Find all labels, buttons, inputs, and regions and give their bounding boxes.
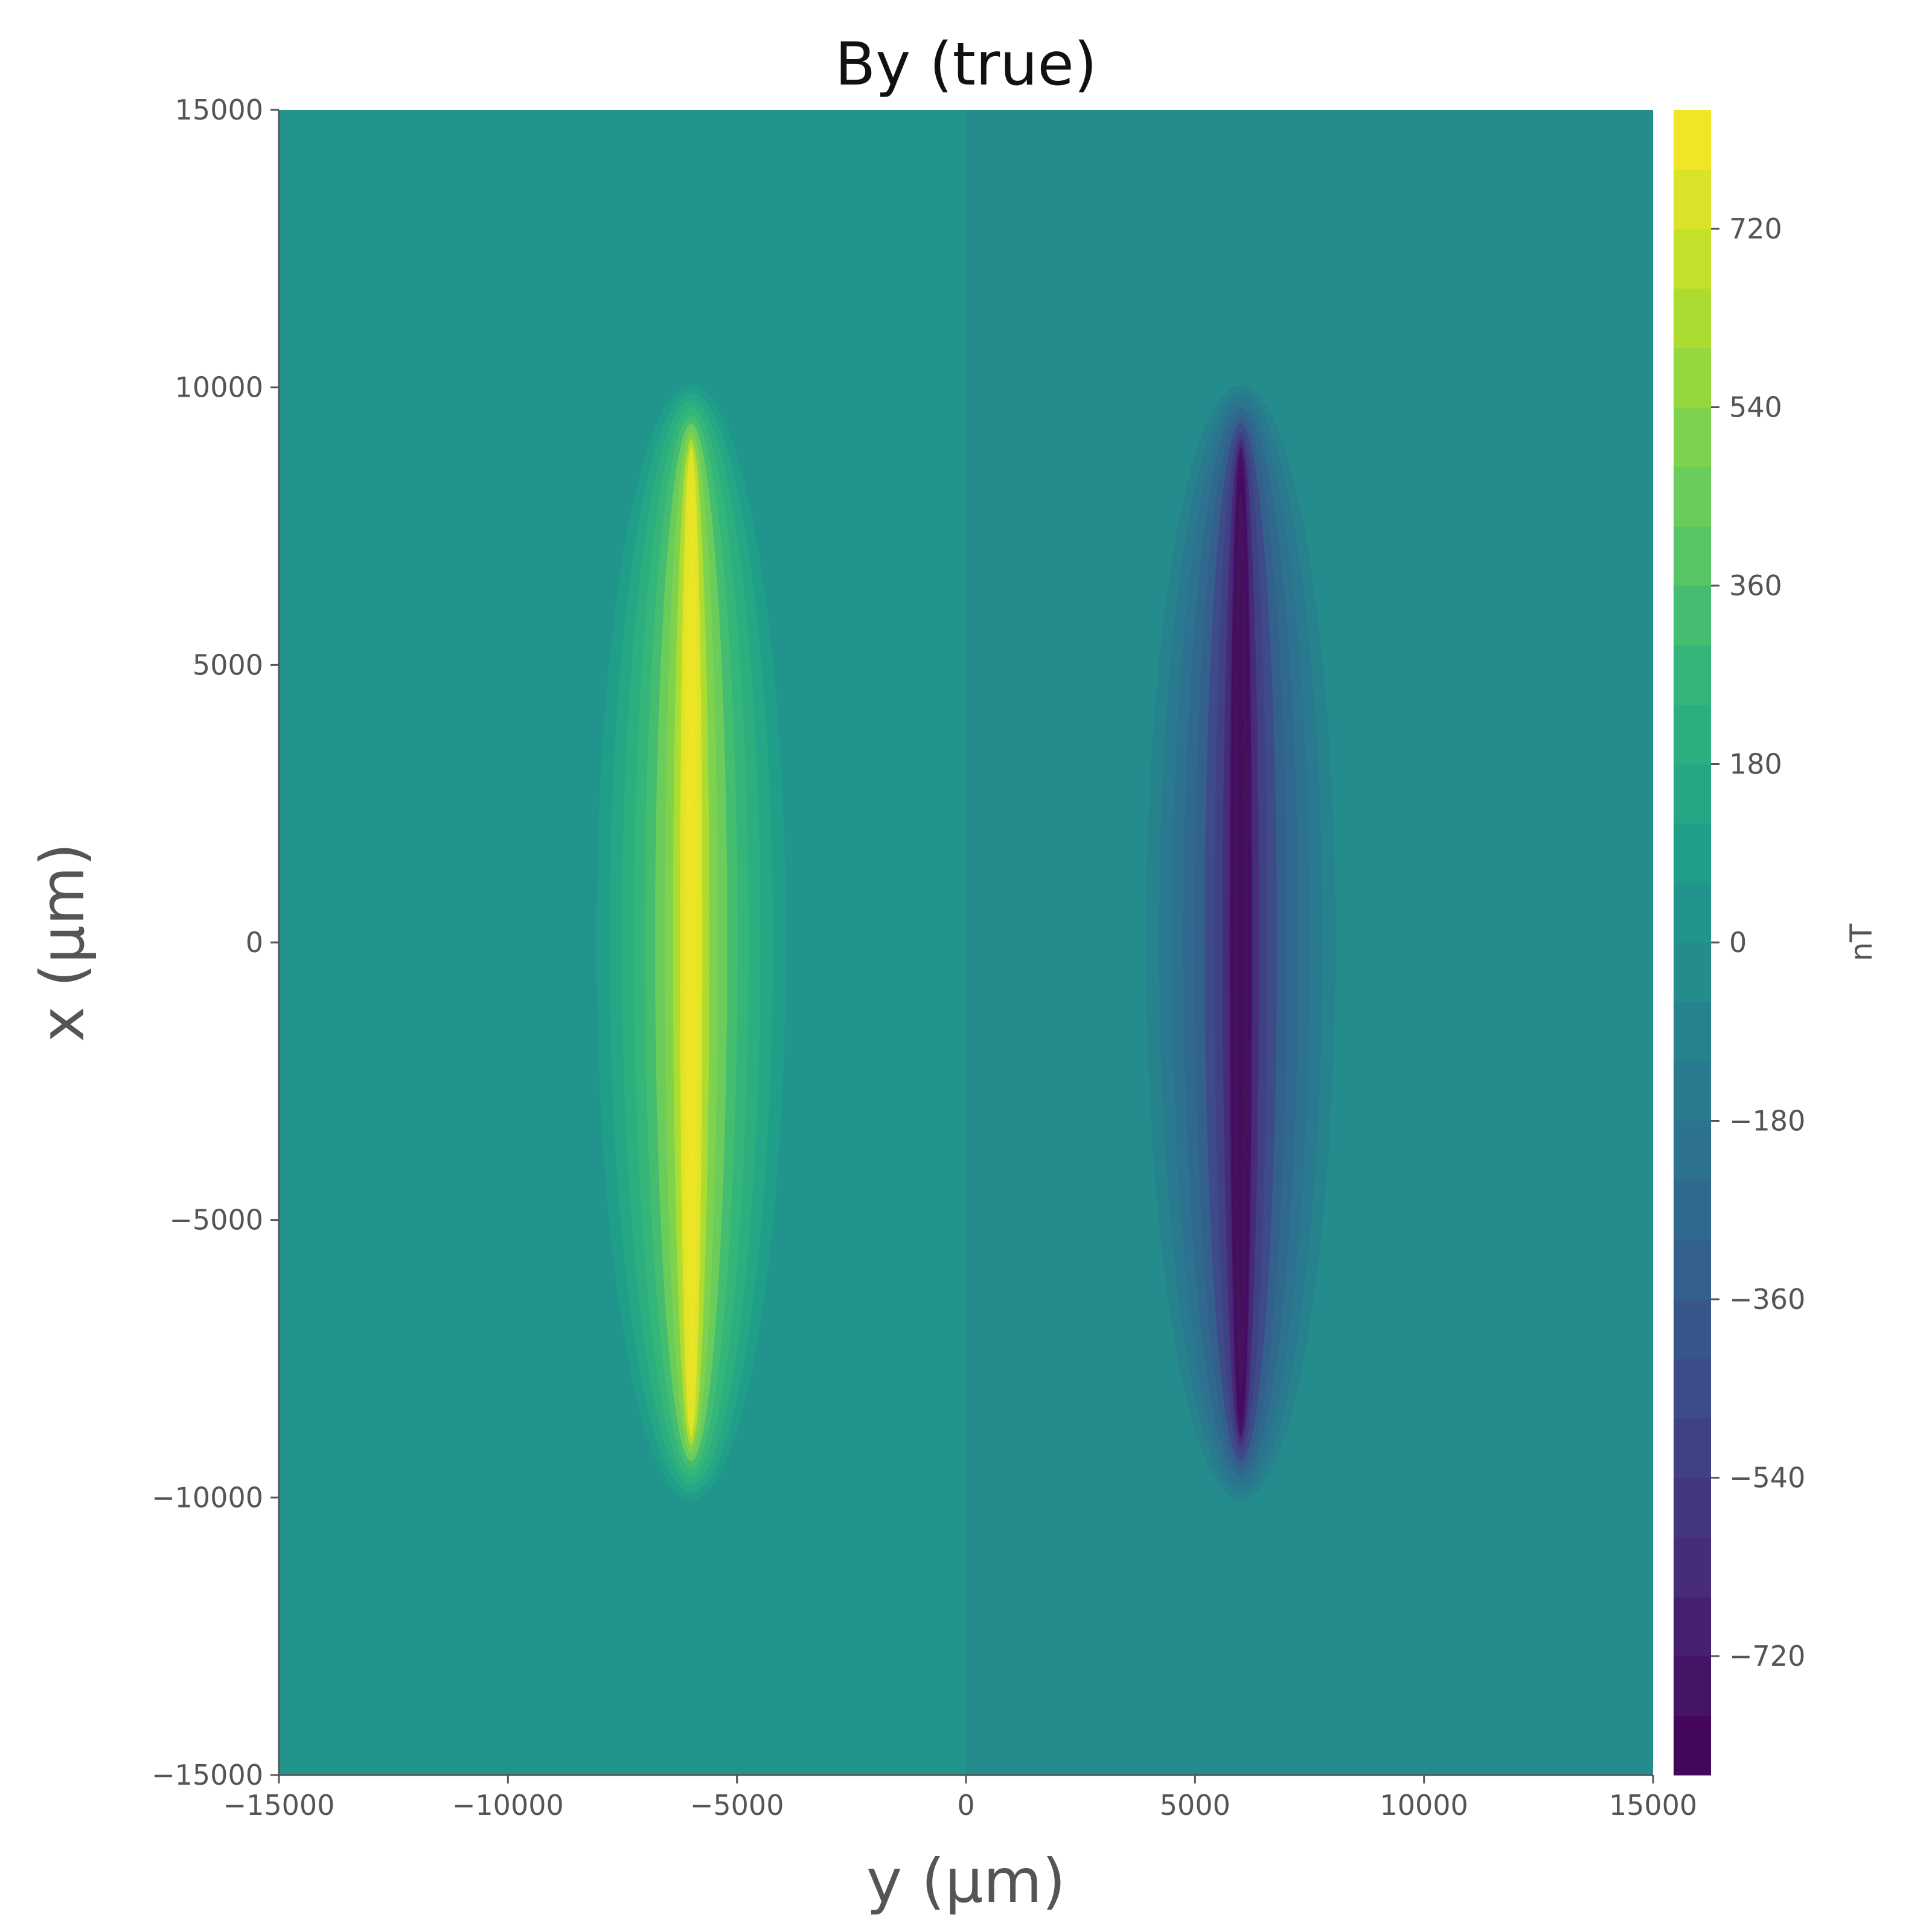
y-tick-label: −5000 [169, 1204, 263, 1236]
colorbar-tick-label: −720 [1729, 1640, 1805, 1672]
colorbar-level [1674, 824, 1711, 884]
x-tick-label: 15000 [1609, 1789, 1697, 1822]
colorbar-level [1674, 1061, 1711, 1122]
colorbar-label: nT [1844, 923, 1879, 961]
colorbar-level [1674, 348, 1711, 408]
colorbar-level [1674, 1715, 1711, 1776]
colorbar-level [1674, 1299, 1711, 1360]
y-tick-label: −10000 [152, 1481, 263, 1514]
x-tick-label: 0 [957, 1789, 974, 1822]
contour-level [1234, 455, 1248, 1430]
x-axis-label: y (μm) [866, 1846, 1066, 1916]
y-tick-label: 5000 [193, 648, 263, 681]
colorbar: 720 540 360 180 0 −180 −360 −540 −720 [1674, 110, 1805, 1776]
colorbar-level [1674, 883, 1711, 943]
colorbar-tick-label: −360 [1729, 1283, 1805, 1316]
colorbar-level [1674, 1121, 1711, 1181]
y-tick-label: 0 [246, 926, 263, 959]
colorbar-level [1674, 1180, 1711, 1241]
colorbar-level [1674, 1596, 1711, 1657]
x-tick-label: 5000 [1160, 1789, 1230, 1822]
colorbar-level [1674, 1358, 1711, 1419]
x-tick-label: −10000 [452, 1789, 564, 1822]
colorbar-level [1674, 586, 1711, 646]
colorbar-level [1674, 110, 1711, 170]
colorbar-level [1674, 1477, 1711, 1538]
colorbar-level [1674, 705, 1711, 765]
colorbar-tick-label: 540 [1729, 391, 1782, 424]
negative-lobe [1104, 361, 1378, 1524]
chart-title: By (true) [835, 30, 1097, 99]
colorbar-level [1674, 942, 1711, 1003]
colorbar-level [1674, 407, 1711, 467]
colorbar-level [1674, 526, 1711, 586]
x-tick-label: −15000 [223, 1789, 335, 1822]
colorbar-level [1674, 169, 1711, 229]
x-axis: −15000 −10000 −5000 0 5000 10000 15000 [223, 1774, 1697, 1822]
x-tick-label: 10000 [1380, 1789, 1468, 1822]
colorbar-level [1674, 1537, 1711, 1598]
y-tick-label: 15000 [175, 94, 263, 126]
y-tick-label: 10000 [175, 371, 263, 404]
colorbar-level [1674, 1418, 1711, 1479]
colorbar-level [1674, 1656, 1711, 1716]
colorbar-level [1674, 467, 1711, 527]
colorbar-level [1674, 229, 1711, 289]
colorbar-level [1674, 1002, 1711, 1062]
lobes [554, 361, 1378, 1524]
positive-lobe [554, 361, 828, 1524]
x-tick-label: −5000 [690, 1789, 784, 1822]
y-axis-label: x (μm) [27, 843, 98, 1042]
colorbar-tick-label: 360 [1729, 569, 1782, 602]
colorbar-level [1674, 645, 1711, 705]
plot-area [279, 110, 1653, 1775]
y-axis: −15000 −10000 −5000 0 5000 10000 15000 [152, 94, 280, 1791]
colorbar-level [1674, 288, 1711, 348]
colorbar-tick-label: 720 [1729, 213, 1782, 245]
colorbar-level [1674, 764, 1711, 824]
colorbar-tick-label: −540 [1729, 1462, 1805, 1494]
y-tick-label: −15000 [152, 1759, 263, 1791]
colorbar-tick-label: 0 [1729, 926, 1747, 959]
contour-level [684, 455, 698, 1430]
colorbar-tick-label: 180 [1729, 748, 1782, 781]
colorbar-tick-label: −180 [1729, 1105, 1805, 1137]
colorbar-level [1674, 1239, 1711, 1300]
